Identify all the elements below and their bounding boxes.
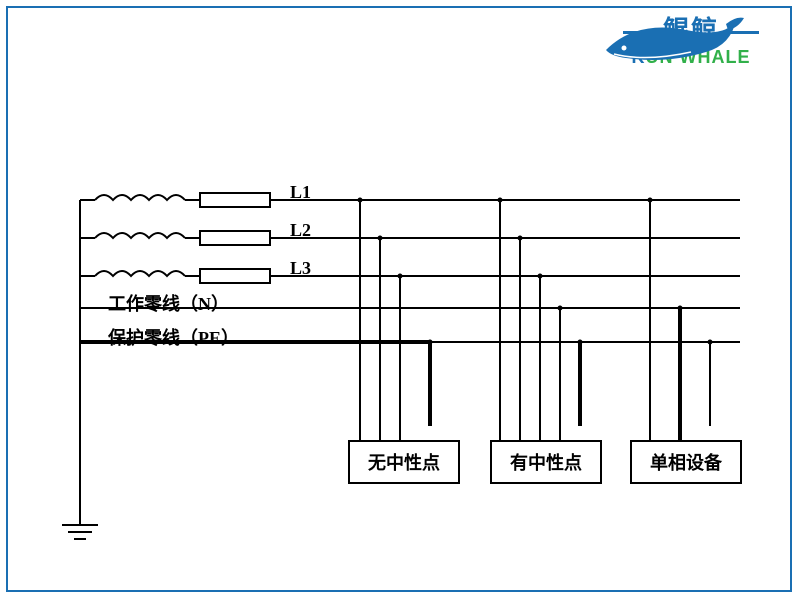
label-l1: L1 — [290, 182, 311, 203]
label-pe: 保护零线（PE） — [108, 324, 239, 350]
label-n: 工作零线（N） — [108, 290, 229, 316]
label-l3: L3 — [290, 258, 311, 279]
label-l2: L2 — [290, 220, 311, 241]
box-no-neutral: 无中性点 — [348, 440, 460, 484]
box-single-phase: 单相设备 — [630, 440, 742, 484]
box-with-neutral: 有中性点 — [490, 440, 602, 484]
